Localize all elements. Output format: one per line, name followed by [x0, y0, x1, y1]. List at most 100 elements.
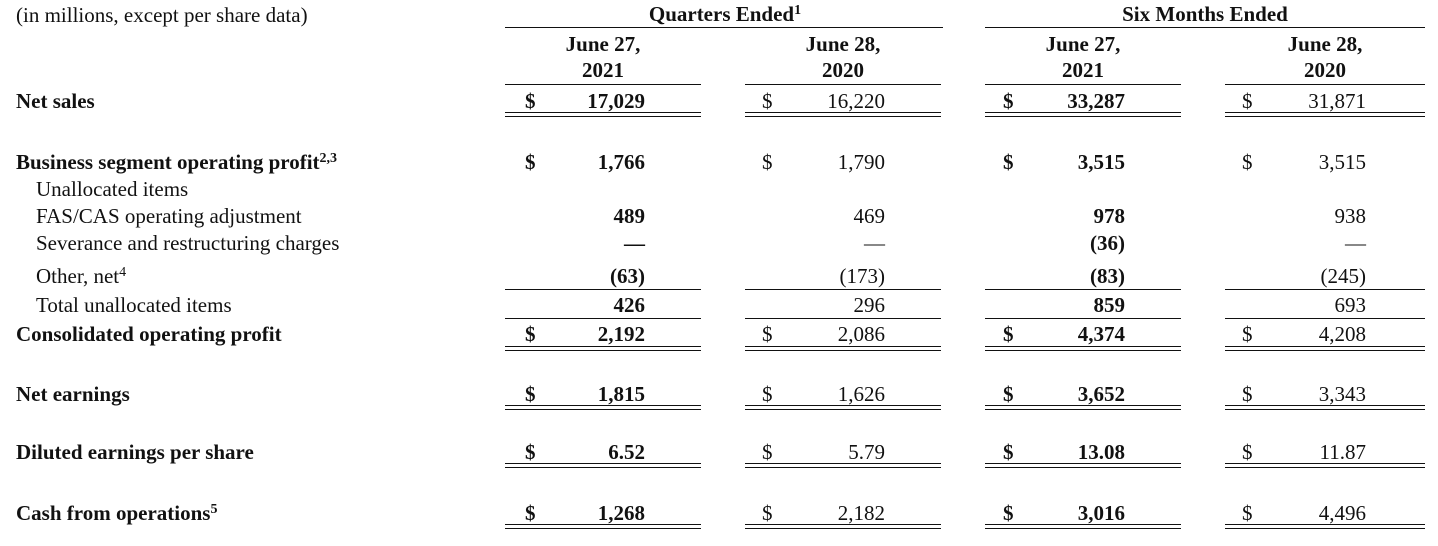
currency-symbol: $	[762, 501, 773, 525]
currency-symbol: $	[762, 322, 773, 346]
col1-header-date: June 27,	[565, 32, 641, 56]
value-severance-col2: —	[864, 231, 885, 255]
label-cash-from-operations: Cash from operations5	[16, 501, 218, 525]
rule-under-consolidated	[505, 346, 701, 351]
rule-under-other-net	[1225, 289, 1425, 290]
label-fas-cas-adjustment: FAS/CAS operating adjustment	[36, 204, 302, 228]
value-cash-ops-col2: 2,182	[837, 501, 885, 525]
currency-symbol: $	[1242, 322, 1253, 346]
currency-symbol: $	[1242, 440, 1253, 464]
currency-symbol: $	[525, 150, 536, 174]
label-net-sales: Net sales	[16, 89, 95, 113]
value-total-unalloc-col2: 296	[853, 293, 886, 317]
value-fas-cas-col3: 978	[1093, 204, 1126, 228]
rule-under-net-earnings	[985, 405, 1181, 410]
value-net-earnings-col3: 3,652	[1077, 382, 1125, 406]
value-bsop-col3: 3,515	[1077, 150, 1125, 174]
value-total-unalloc-col1: 426	[613, 293, 646, 317]
label-unallocated-items: Unallocated items	[36, 177, 189, 201]
currency-symbol: $	[1242, 501, 1253, 525]
rule-under-net-sales	[1225, 112, 1425, 117]
rule-under-net-earnings	[745, 405, 941, 410]
currency-symbol: $	[1003, 382, 1014, 406]
value-fas-cas-col2: 469	[853, 204, 886, 228]
col1-header-year: 2021	[582, 58, 624, 82]
rule-under-diluted-eps	[745, 463, 941, 468]
value-consolidated-col2: 2,086	[837, 322, 885, 346]
col4-header-date: June 28,	[1287, 32, 1363, 56]
rule-under-diluted-eps	[985, 463, 1181, 468]
rule-under-net-sales	[985, 112, 1181, 117]
rule-under-net-earnings	[1225, 405, 1425, 410]
rule-over-net-sales	[505, 84, 701, 85]
units-note: (in millions, except per share data)	[16, 3, 308, 27]
currency-symbol: $	[1003, 89, 1014, 113]
rule-over-consolidated	[505, 318, 701, 319]
value-bsop-col4: 3,515	[1318, 150, 1366, 174]
col3-header-date: June 27,	[1045, 32, 1121, 56]
col3-header-year: 2021	[1062, 58, 1104, 82]
quarters-ended-header: Quarters Ended1	[648, 2, 802, 26]
currency-symbol: $	[1003, 322, 1014, 346]
value-fas-cas-col1: 489	[613, 204, 646, 228]
label-total-unallocated: Total unallocated items	[36, 293, 232, 317]
value-consolidated-col3: 4,374	[1077, 322, 1125, 346]
value-net-earnings-col1: 1,815	[597, 382, 645, 406]
currency-symbol: $	[1003, 440, 1014, 464]
value-severance-col3: (36)	[1090, 231, 1125, 255]
label-other-net: Other, net4	[36, 264, 127, 288]
rule-under-diluted-eps	[505, 463, 701, 468]
value-other-net-col3: (83)	[1090, 264, 1125, 288]
currency-symbol: $	[525, 322, 536, 346]
rule-under-other-net	[745, 289, 941, 290]
rule-under-other-net	[505, 289, 701, 290]
label-net-earnings: Net earnings	[16, 382, 130, 406]
value-severance-col1: —	[624, 231, 645, 255]
rule-under-net-earnings	[505, 405, 701, 410]
value-diluted-eps-col2: 5.79	[848, 440, 885, 464]
currency-symbol: $	[1003, 150, 1014, 174]
value-cash-ops-col4: 4,496	[1318, 501, 1366, 525]
rule-under-consolidated	[1225, 346, 1425, 351]
currency-symbol: $	[762, 150, 773, 174]
currency-symbol: $	[1242, 89, 1253, 113]
value-cash-ops-col1: 1,268	[597, 501, 645, 525]
value-diluted-eps-col1: 6.52	[608, 440, 645, 464]
currency-symbol: $	[525, 382, 536, 406]
currency-symbol: $	[525, 89, 536, 113]
label-business-segment-operating-profit: Business segment operating profit2,3	[16, 150, 338, 174]
value-bsop-col2: 1,790	[837, 150, 885, 174]
rule-under-cash-ops	[1225, 524, 1425, 529]
value-net-sales-col2: 16,220	[827, 89, 885, 113]
value-total-unalloc-col4: 693	[1334, 293, 1367, 317]
currency-symbol: $	[1242, 382, 1253, 406]
currency-symbol: $	[1242, 150, 1253, 174]
rule-over-consolidated	[745, 318, 941, 319]
value-total-unalloc-col3: 859	[1093, 293, 1126, 317]
rule-under-net-sales	[745, 112, 941, 117]
currency-symbol: $	[762, 382, 773, 406]
rule-over-net-sales	[1225, 84, 1425, 85]
rule-under-net-sales	[505, 112, 701, 117]
rule-over-consolidated	[985, 318, 1181, 319]
rule-under-consolidated	[985, 346, 1181, 351]
value-other-net-col2: (173)	[839, 264, 886, 288]
value-diluted-eps-col3: 13.08	[1077, 440, 1125, 464]
value-other-net-col1: (63)	[610, 264, 645, 288]
col4-header-year: 2020	[1304, 58, 1346, 82]
label-diluted-eps: Diluted earnings per share	[16, 440, 254, 464]
col2-header-date: June 28,	[805, 32, 881, 56]
six-months-ended-header: Six Months Ended	[1122, 2, 1288, 26]
quarters-header-rule	[505, 27, 943, 28]
label-consolidated-operating-profit: Consolidated operating profit	[16, 322, 282, 346]
col2-header-year: 2020	[822, 58, 864, 82]
rule-under-cash-ops	[505, 524, 701, 529]
value-severance-col4: —	[1345, 231, 1366, 255]
rule-over-net-sales	[745, 84, 941, 85]
currency-symbol: $	[762, 440, 773, 464]
value-cash-ops-col3: 3,016	[1077, 501, 1125, 525]
rule-under-consolidated	[745, 346, 941, 351]
rule-under-cash-ops	[745, 524, 941, 529]
currency-symbol: $	[1003, 501, 1014, 525]
currency-symbol: $	[762, 89, 773, 113]
